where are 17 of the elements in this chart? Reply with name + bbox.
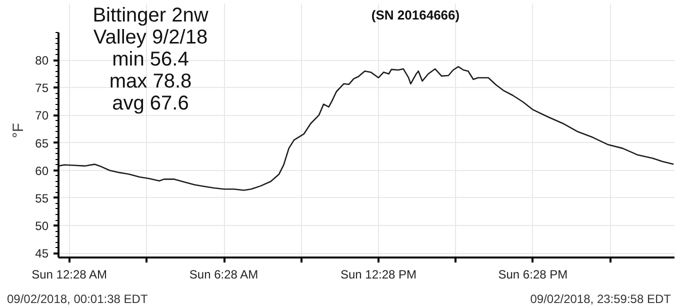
y-tick-label: 60 [35, 164, 49, 178]
x-tick-label: Sun 12:28 AM [32, 268, 108, 282]
y-tick-label: 50 [35, 219, 49, 234]
annotation: Bittinger 2nw Valley 9/2/18 min 56.4 max 78.8 avg 67.6 [92, 4, 209, 114]
chart-title: (SN 20164666) [371, 8, 460, 22]
text: 09/02/2018, 00:01:38 EDT [7, 291, 148, 308]
x-tick-label: Sun 6:28 PM [498, 268, 568, 282]
y-tick-label: 55 [35, 191, 49, 206]
y-tick-label: 70 [35, 108, 49, 123]
y-tick-label: 45 [35, 246, 49, 261]
y-tick-label: 80 [35, 54, 49, 68]
y-axis-title: °F [10, 122, 28, 138]
y-tick-label: 75 [35, 81, 49, 96]
x-tick-label: Sun 6:28 AM [189, 268, 258, 282]
y-tick-label: 65 [35, 136, 49, 150]
x-tick-label: Sun 12:28 PM [340, 268, 417, 282]
text: 09/02/2018, 23:59:58 EDT [530, 291, 671, 308]
